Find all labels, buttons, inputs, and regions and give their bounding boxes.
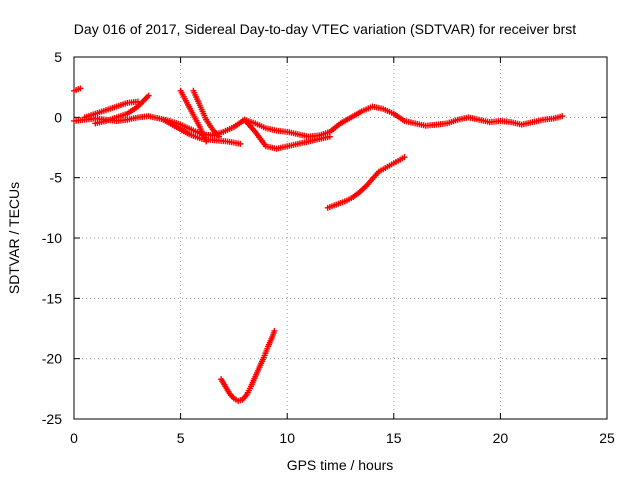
chart-title: Day 016 of 2017, Sidereal Day-to-day VTE… [74,21,576,37]
series-arc6 [190,87,222,140]
series-arc2 [71,103,566,140]
y-tick-labels: 5 0 -5 -10 -15 -20 -25 [42,49,62,427]
series-arc4 [92,92,152,127]
x-axis-label: GPS time / hours [287,457,394,473]
x-tick-label: 15 [386,430,402,446]
data-point [271,327,278,334]
plot-frame [73,56,608,420]
y-tick-label: -20 [42,351,62,367]
data-marks [71,85,566,404]
x-tick-labels: 0 5 10 15 20 25 [70,430,615,446]
data-point [559,113,566,120]
data-point [77,85,84,92]
data-point [401,154,408,161]
x-tick-label: 10 [279,430,295,446]
x-tick-label: 0 [70,430,78,446]
data-point [145,92,152,99]
series-arc10 [218,327,278,404]
data-point [237,140,244,147]
x-tick-label: 25 [599,430,615,446]
y-tick-label: 5 [54,49,62,65]
y-tick-label: -15 [42,290,62,306]
y-tick-label: -5 [50,170,63,186]
y-tick-label: -25 [42,411,62,427]
y-axis-label: SDTVAR / TECUs [6,182,22,294]
x-tick-label: 20 [493,430,509,446]
grid-lines [74,57,607,419]
series-arc5 [177,87,210,145]
series-arc9 [324,154,408,211]
series-arc7 [160,116,244,147]
y-tick-label: 0 [54,109,62,125]
data-point [326,133,333,140]
series-arc1 [71,85,84,94]
series-arc3 [81,98,141,121]
y-tick-label: -10 [42,230,62,246]
axis-ticks [73,56,608,420]
x-tick-label: 5 [177,430,185,446]
series-arc8 [241,116,333,152]
